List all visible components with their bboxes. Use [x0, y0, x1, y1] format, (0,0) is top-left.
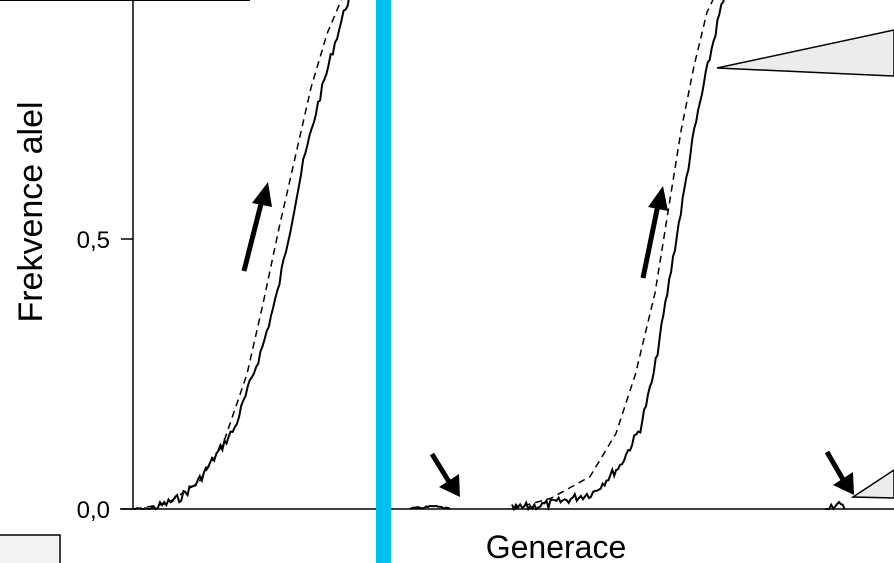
callout-upper [716, 29, 894, 77]
arrow-down-left-1 [429, 452, 460, 497]
callout-lower [850, 469, 894, 499]
series-line-panel1-1 [133, 0, 350, 511]
arrow-up-1 [241, 182, 272, 272]
series-line-panel2-3 [511, 0, 714, 510]
series-line-panel2-1 [409, 504, 451, 510]
x-axis-label: Generace [486, 529, 627, 563]
y-tick-label-05: 0,5 [77, 227, 110, 254]
arrow-down-left-2 [824, 450, 854, 495]
y-axis-label: Frekvence alel [12, 101, 50, 322]
legend-box-bottom-left [0, 534, 61, 563]
y-tick-label-0: 0,0 [77, 497, 110, 524]
panel-divider [376, 0, 391, 563]
series-line-panel1-2 [134, 0, 343, 510]
series-line-panel2-2 [511, 0, 725, 512]
curves-group [133, 0, 846, 512]
arrow-up-2 [640, 186, 668, 279]
series-line-panel2-4 [825, 500, 846, 511]
